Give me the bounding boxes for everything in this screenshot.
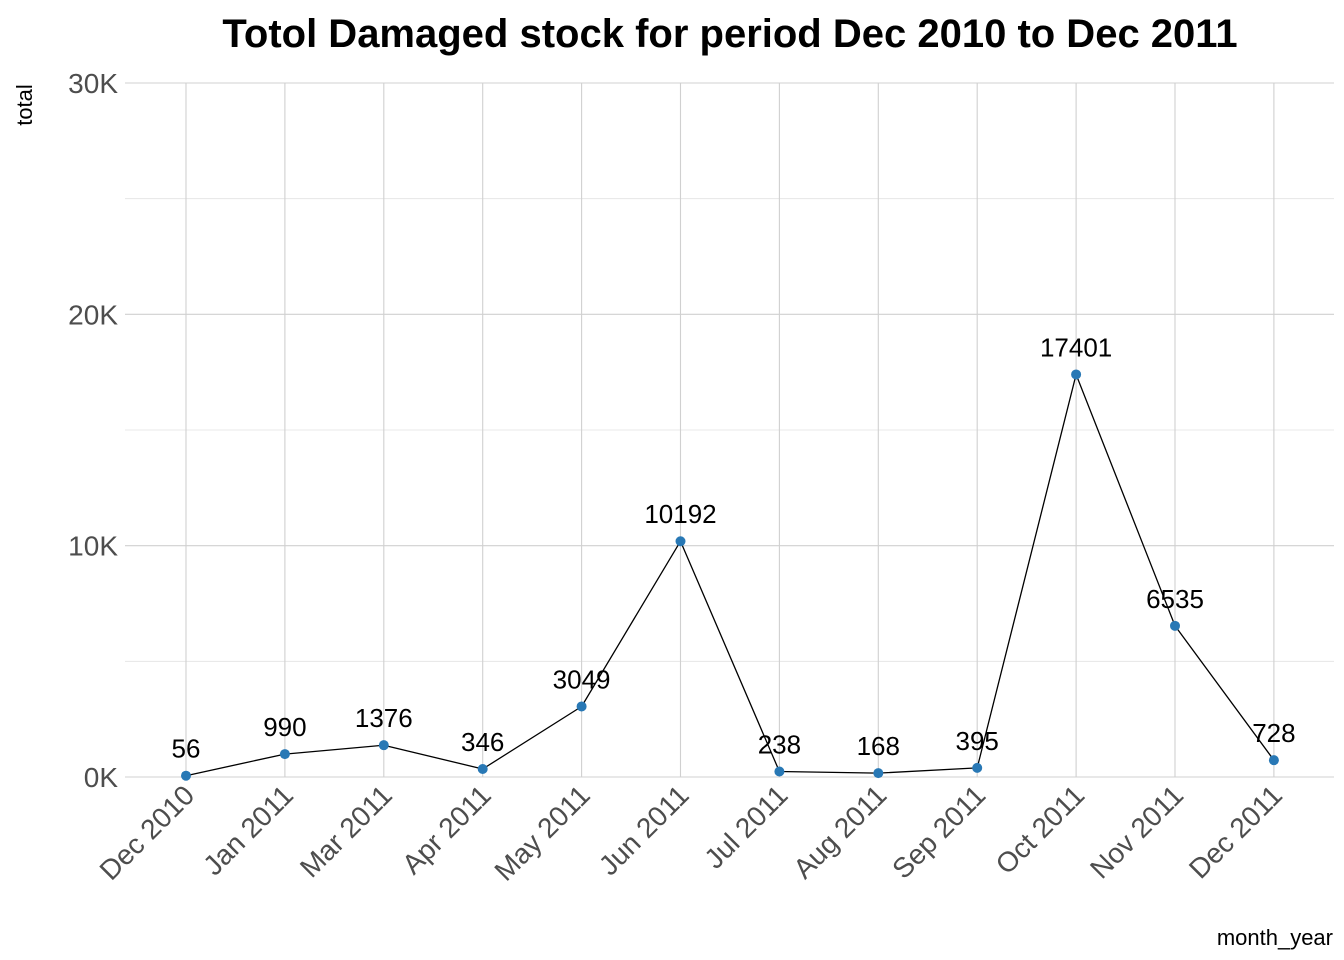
y-tick-label: 20K bbox=[68, 299, 118, 330]
x-tick-label: Dec 2010 bbox=[94, 779, 201, 886]
data-point bbox=[972, 762, 983, 773]
data-point bbox=[873, 768, 884, 779]
data-label: 6535 bbox=[1146, 584, 1204, 614]
data-point bbox=[279, 749, 290, 760]
data-point bbox=[1268, 755, 1279, 766]
series-line-group bbox=[185, 373, 1275, 777]
data-point bbox=[378, 740, 389, 751]
data-label: 17401 bbox=[1040, 332, 1112, 362]
data-point bbox=[477, 763, 488, 774]
x-tick-label: May 2011 bbox=[488, 779, 595, 886]
y-axis-title: total bbox=[12, 84, 37, 126]
chart-title: Totol Damaged stock for period Dec 2010 … bbox=[222, 12, 1237, 56]
data-point bbox=[181, 770, 191, 781]
y-tick-labels: 0K 10K 20K 30K bbox=[68, 68, 118, 793]
x-tick-label: Oct 2011 bbox=[990, 779, 1091, 880]
data-point bbox=[675, 536, 686, 547]
y-tick-label: 30K bbox=[68, 68, 118, 99]
data-label: 56 bbox=[172, 734, 201, 764]
x-tick-label: Mar 2011 bbox=[294, 779, 398, 883]
data-point bbox=[1170, 620, 1180, 631]
data-label: 346 bbox=[461, 727, 504, 757]
data-label: 1376 bbox=[355, 703, 413, 733]
y-tick-label: 10K bbox=[68, 531, 118, 562]
data-label: 728 bbox=[1252, 718, 1295, 748]
data-point-group bbox=[181, 369, 1279, 781]
x-tick-label: Dec 2011 bbox=[1183, 779, 1288, 884]
data-point bbox=[1071, 369, 1082, 380]
data-point bbox=[774, 766, 785, 777]
x-tick-label: Nov 2011 bbox=[1084, 779, 1189, 884]
data-label: 10192 bbox=[644, 499, 716, 529]
series-line bbox=[185, 373, 1275, 777]
x-tick-label: Jul 2011 bbox=[698, 779, 793, 874]
data-point bbox=[576, 701, 587, 712]
data-label-group: 56 990 1376 346 3049 10192 238 168 395 17401 6535 7… bbox=[172, 332, 1296, 763]
data-label: 3049 bbox=[553, 664, 611, 694]
data-label: 168 bbox=[857, 731, 900, 761]
x-tick-label: Sep 2011 bbox=[886, 779, 991, 884]
data-label: 238 bbox=[758, 729, 801, 759]
x-tick-label: Aug 2011 bbox=[787, 779, 892, 884]
x-tick-label: Jan 2011 bbox=[197, 779, 299, 881]
data-label: 395 bbox=[956, 726, 999, 756]
x-axis-title: month_year bbox=[1217, 925, 1333, 950]
x-tick-label: Jun 2011 bbox=[593, 779, 695, 881]
grid bbox=[125, 82, 1334, 778]
data-label: 990 bbox=[263, 712, 306, 742]
y-tick-label: 0K bbox=[84, 762, 119, 793]
x-tick-label: Apr 2011 bbox=[396, 779, 497, 880]
